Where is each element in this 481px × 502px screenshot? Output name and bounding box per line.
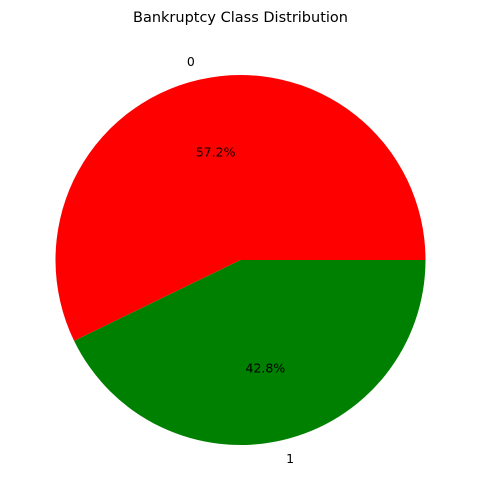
category-label-0: 0	[187, 54, 195, 69]
pie-slice-0	[55, 75, 426, 341]
category-label-1: 1	[286, 451, 294, 466]
percent-label-0: 57.2%	[196, 144, 236, 159]
pie-labels: 0 57.2% 1 42.8%	[187, 54, 294, 466]
pie-slices	[55, 75, 426, 446]
chart-title: Bankruptcy Class Distribution	[133, 10, 348, 26]
pie-slice-1	[74, 260, 426, 446]
percent-label-1: 42.8%	[246, 361, 286, 376]
